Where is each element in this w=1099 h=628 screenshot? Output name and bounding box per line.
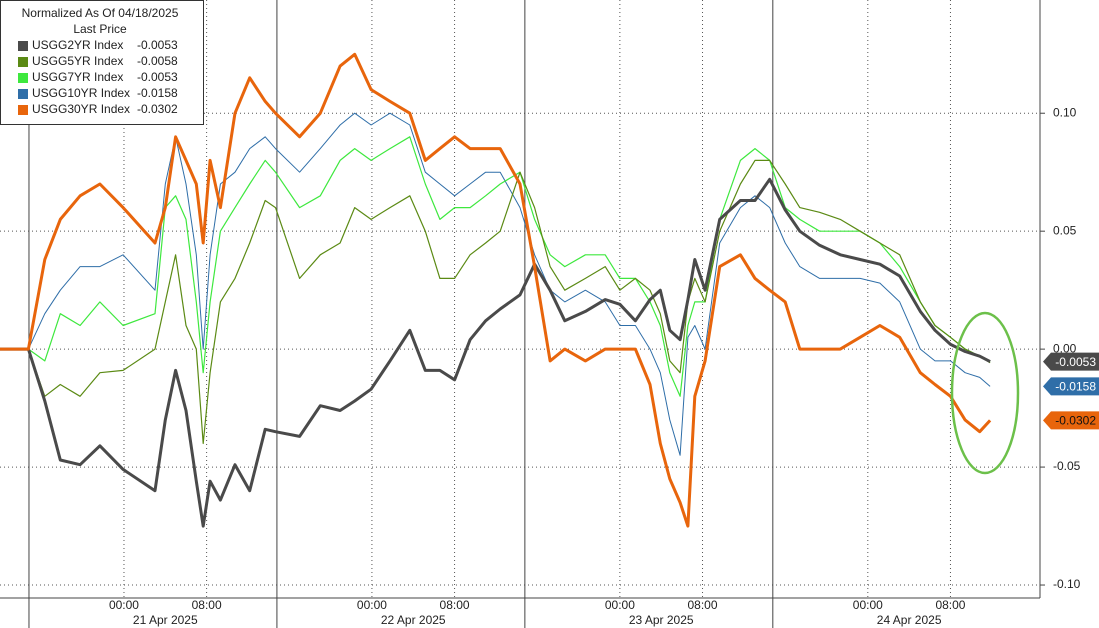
series-line — [0, 177, 991, 528]
value-tag-label: -0.0158 — [1055, 380, 1096, 394]
x-tick-label: 08:00 — [192, 598, 222, 612]
date-label: 24 Apr 2025 — [877, 613, 942, 627]
legend-value: -0.0058 — [137, 54, 178, 68]
legend-label: USGG7YR Index — [32, 70, 123, 84]
plot-lines — [0, 52, 992, 528]
date-label: 22 Apr 2025 — [381, 613, 446, 627]
series-line — [0, 159, 991, 445]
series-line — [0, 112, 991, 456]
y-tick-label: -0.05 — [1053, 459, 1081, 473]
value-tag — [1043, 377, 1099, 396]
value-tag-label: -0.0053 — [1055, 355, 1096, 369]
highlight-ellipse — [950, 311, 1020, 475]
legend-label: USGG10YR Index — [32, 86, 130, 100]
x-tick-label: 08:00 — [440, 598, 470, 612]
y-tick-label: 0.10 — [1053, 105, 1077, 119]
legend-swatch — [18, 41, 28, 51]
y-tick-label: 0.05 — [1053, 223, 1077, 237]
date-label: 21 Apr 2025 — [133, 613, 198, 627]
legend-value: -0.0053 — [137, 70, 178, 84]
x-tick-label: 00:00 — [605, 598, 635, 612]
y-tick-label: 0.00 — [1053, 341, 1077, 355]
x-tick-label: 08:00 — [935, 598, 965, 612]
legend-label: USGG5YR Index — [32, 54, 123, 68]
legend: Normalized As Of 04/18/2025 Last Price U… — [0, 0, 204, 125]
value-tag-label: -0.0302 — [1055, 414, 1096, 428]
series-line — [0, 136, 991, 397]
value-tag — [1043, 352, 1099, 371]
x-tick-label: 00:00 — [853, 598, 883, 612]
legend-value: -0.0158 — [137, 86, 178, 100]
axes: 0.10 0.05 0.00 -0.05 -0.10 00:00 08:00 00:00 08:… — [109, 105, 1081, 627]
legend-label: USGG30YR Index — [32, 102, 130, 116]
legend-swatch — [18, 57, 28, 67]
legend-swatch — [18, 105, 28, 115]
x-tick-label: 00:00 — [357, 598, 387, 612]
x-tick-label: 08:00 — [688, 598, 718, 612]
value-tags: -0.0158 -0.0302 -0.0053 — [1043, 352, 1099, 430]
y-tick-label: -0.10 — [1053, 577, 1081, 591]
value-tag — [1043, 411, 1099, 430]
series-line — [0, 52, 992, 528]
legend-box — [0, 0, 204, 125]
x-tick-label: 00:00 — [109, 598, 139, 612]
legend-value: -0.0302 — [137, 102, 178, 116]
legend-swatch — [18, 73, 28, 83]
legend-title: Normalized As Of 04/18/2025 — [22, 6, 179, 20]
legend-label: USGG2YR Index — [32, 38, 123, 52]
legend-swatch — [18, 89, 28, 99]
legend-subtitle: Last Price — [73, 22, 127, 36]
date-label: 23 Apr 2025 — [629, 613, 694, 627]
legend-value: -0.0053 — [137, 38, 178, 52]
